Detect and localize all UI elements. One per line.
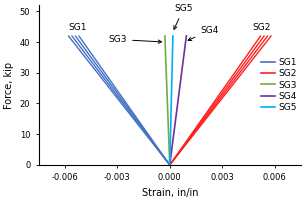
Legend: SG1, SG2, SG3, SG4, SG5: SG1, SG2, SG3, SG4, SG5 <box>260 56 299 114</box>
Text: SG2: SG2 <box>252 23 270 32</box>
Y-axis label: Force, kip: Force, kip <box>4 61 14 109</box>
Text: SG4: SG4 <box>188 26 219 40</box>
Text: SG1: SG1 <box>68 23 87 32</box>
X-axis label: Strain, in/in: Strain, in/in <box>142 188 198 198</box>
Text: SG3: SG3 <box>109 35 162 44</box>
Text: SG5: SG5 <box>174 4 193 29</box>
